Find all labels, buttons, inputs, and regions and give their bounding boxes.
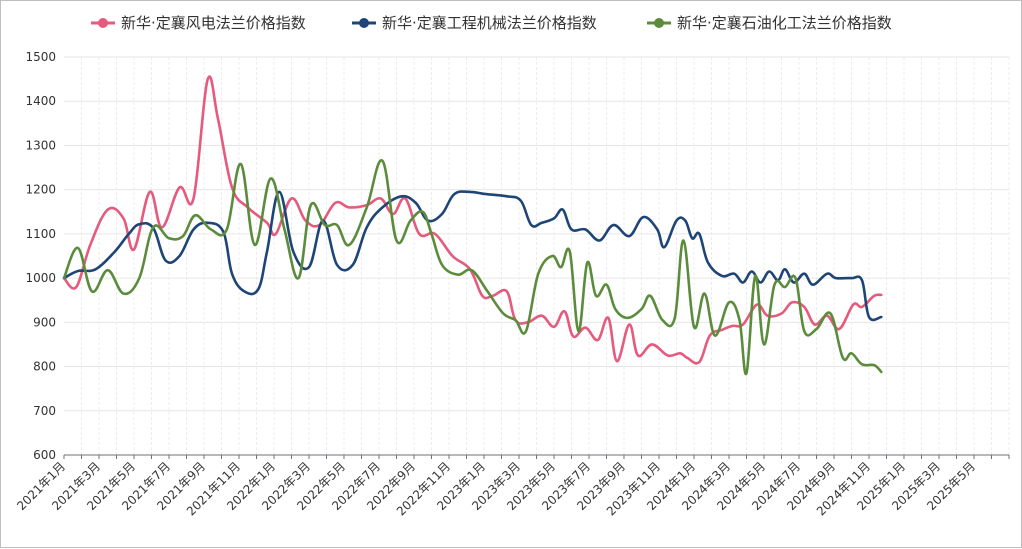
legend-item-0[interactable]: 新华·定襄风电法兰价格指数 <box>91 14 306 32</box>
y-tick-label: 600 <box>33 448 56 462</box>
series-line-2 <box>62 159 883 376</box>
series-line-1 <box>62 190 883 322</box>
y-tick-label: 1500 <box>25 50 56 64</box>
y-tick-label: 800 <box>33 360 56 374</box>
chart-grid <box>64 56 1010 455</box>
y-tick-label: 900 <box>33 315 56 329</box>
chart-axes: 6007008009001000110012001300140015002021… <box>14 50 1010 518</box>
y-tick-label: 1000 <box>25 271 56 285</box>
legend-marker <box>98 18 108 28</box>
chart-series <box>62 75 883 376</box>
legend-label: 新华·定襄石油化工法兰价格指数 <box>677 14 892 32</box>
y-tick-label: 1100 <box>25 227 56 241</box>
legend-label: 新华·定襄工程机械法兰价格指数 <box>382 14 597 32</box>
legend-marker <box>654 18 664 28</box>
legend-marker <box>359 18 369 28</box>
y-tick-label: 700 <box>33 404 56 418</box>
legend-item-1[interactable]: 新华·定襄工程机械法兰价格指数 <box>352 14 597 32</box>
legend-item-2[interactable]: 新华·定襄石油化工法兰价格指数 <box>647 14 892 32</box>
chart-legend: 新华·定襄风电法兰价格指数 新华·定襄工程机械法兰价格指数 新华·定襄石油化工法兰价… <box>91 14 892 32</box>
y-tick-label: 1300 <box>25 138 56 152</box>
y-tick-label: 1400 <box>25 94 56 108</box>
y-tick-label: 1200 <box>25 183 56 197</box>
legend-label: 新华·定襄风电法兰价格指数 <box>121 14 306 32</box>
